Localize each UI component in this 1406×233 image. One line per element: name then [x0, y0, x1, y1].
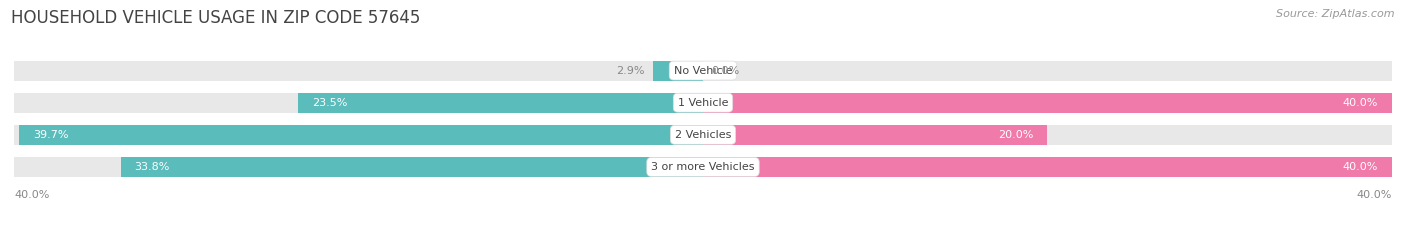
Text: No Vehicle: No Vehicle [673, 65, 733, 75]
Bar [703, 125, 1047, 145]
Text: 40.0%: 40.0% [1343, 162, 1378, 172]
Bar [14, 93, 1392, 113]
Text: 2.9%: 2.9% [616, 65, 644, 75]
Bar [20, 125, 703, 145]
Text: 40.0%: 40.0% [14, 190, 49, 200]
Bar [14, 61, 1392, 81]
Bar [703, 157, 1392, 177]
Text: 23.5%: 23.5% [312, 98, 347, 108]
Bar [121, 157, 703, 177]
Bar [652, 61, 703, 81]
Bar [14, 125, 1392, 145]
Text: Source: ZipAtlas.com: Source: ZipAtlas.com [1277, 9, 1395, 19]
Text: 0.0%: 0.0% [711, 65, 740, 75]
Bar [703, 93, 1392, 113]
Text: 33.8%: 33.8% [135, 162, 170, 172]
Text: HOUSEHOLD VEHICLE USAGE IN ZIP CODE 57645: HOUSEHOLD VEHICLE USAGE IN ZIP CODE 5764… [11, 9, 420, 27]
Text: 2 Vehicles: 2 Vehicles [675, 130, 731, 140]
Text: 3 or more Vehicles: 3 or more Vehicles [651, 162, 755, 172]
Text: 39.7%: 39.7% [32, 130, 69, 140]
Text: 20.0%: 20.0% [998, 130, 1033, 140]
Bar [298, 93, 703, 113]
Text: 40.0%: 40.0% [1343, 98, 1378, 108]
Bar [14, 157, 1392, 177]
Text: 40.0%: 40.0% [1357, 190, 1392, 200]
Text: 1 Vehicle: 1 Vehicle [678, 98, 728, 108]
